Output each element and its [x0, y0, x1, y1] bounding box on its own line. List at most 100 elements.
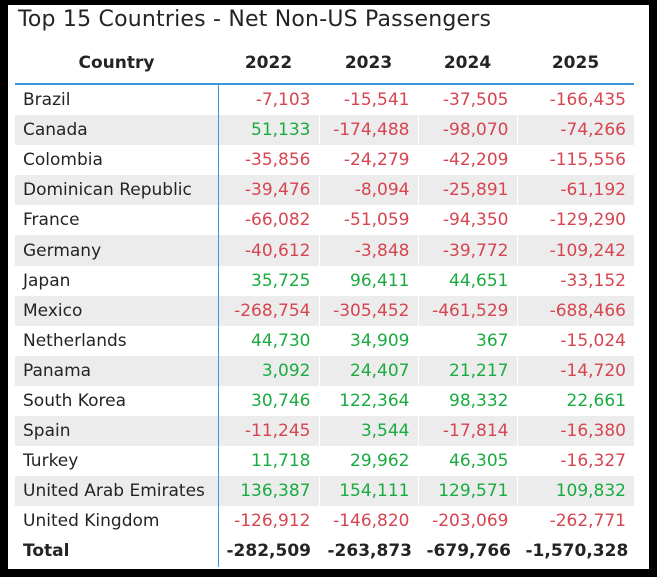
- value-cell: -24,279: [318, 145, 418, 176]
- country-cell: Canada: [15, 115, 219, 146]
- value-cell: 98,332: [417, 385, 517, 417]
- value-cell: -11,245: [218, 416, 319, 447]
- value-cell: -25,891: [417, 175, 517, 206]
- value-cell: 3,092: [218, 355, 319, 386]
- country-cell: Panama: [15, 355, 219, 386]
- column-header-2023[interactable]: 2023: [319, 42, 418, 85]
- total-row: Total -282,509 -263,873 -679,766 -1,570,328: [15, 536, 634, 567]
- value-cell: -126,912: [234, 511, 311, 532]
- country-cell: United Arab Emirates: [15, 476, 219, 507]
- matrix-table: Country 2022 2023 2024 2025 Brazil -7,103…: [15, 42, 634, 567]
- value-cell: 44,730: [251, 330, 311, 351]
- table-row: Brazil -7,103 -15,541 -37,505 -166,435: [15, 84, 634, 116]
- column-header-country[interactable]: Country: [15, 42, 218, 85]
- visual-title: Top 15 Countries - Net Non-US Passengers: [18, 7, 492, 32]
- value-cell: 136,387: [218, 476, 319, 507]
- value-cell: -262,771: [516, 506, 634, 537]
- total-value-cell: -1,570,328: [516, 536, 634, 567]
- table-row: Panama 3,092 24,407 21,217 -14,720: [15, 355, 634, 386]
- value-cell: -166,435: [516, 84, 634, 116]
- value-cell: -94,350: [417, 205, 517, 236]
- country-cell: Turkey: [15, 446, 219, 477]
- value-cell: 109,832: [516, 476, 634, 507]
- value-cell: -15,024: [516, 325, 634, 356]
- value-cell: 34,909: [318, 325, 418, 356]
- value-cell: -39,476: [218, 175, 319, 206]
- value-cell: 46,305: [417, 446, 517, 477]
- value-cell: -115,556: [516, 145, 634, 176]
- total-value-cell: -282,509: [218, 536, 319, 567]
- column-header-2025[interactable]: 2025: [517, 42, 634, 85]
- value-cell: -3,848: [318, 235, 418, 266]
- value-cell: 129,571: [417, 476, 517, 507]
- table-row: Germany -40,612 -3,848 -39,772 -109,242: [15, 235, 634, 266]
- value-cell: -42,209: [417, 145, 517, 176]
- table-row: Turkey 11,718 29,962 46,305 -16,327: [15, 446, 634, 477]
- table-row: Dominican Republic -39,476 -8,094 -25,891 -6…: [15, 175, 634, 206]
- value-cell: -37,505: [417, 84, 517, 116]
- column-header-2024[interactable]: 2024: [418, 42, 517, 85]
- value-cell: -688,466: [516, 295, 634, 326]
- country-cell: France: [15, 205, 219, 236]
- value-cell: 35,725: [251, 270, 311, 291]
- country-cell: Germany: [15, 235, 219, 266]
- value-cell: -7,103: [255, 90, 311, 111]
- value-cell: 44,651: [417, 265, 517, 296]
- table-row: South Korea 30,746 122,364 98,332 22,661: [15, 385, 634, 417]
- country-cell: South Korea: [15, 385, 219, 417]
- value-cell: -51,059: [318, 205, 418, 236]
- value-cell: -15,541: [318, 84, 418, 116]
- value-cell: -174,488: [318, 115, 418, 146]
- country-cell: Brazil: [15, 84, 219, 116]
- value-cell: -39,772: [417, 235, 517, 266]
- country-cell: Netherlands: [15, 325, 219, 356]
- total-value-cell: -263,873: [318, 536, 418, 567]
- value-cell: -66,082: [244, 210, 311, 231]
- table-row: Colombia -35,856 -24,279 -42,209 -115,556: [15, 145, 634, 176]
- header-row: Country 2022 2023 2024 2025: [15, 42, 634, 85]
- value-cell: 51,133: [218, 115, 319, 146]
- value-cell: 96,411: [318, 265, 418, 296]
- value-cell: 11,718: [251, 451, 311, 472]
- value-cell: -109,242: [516, 235, 634, 266]
- column-header-2022[interactable]: 2022: [218, 42, 319, 85]
- value-cell: -17,814: [417, 416, 517, 447]
- value-cell: 3,544: [318, 416, 418, 447]
- value-cell: -35,856: [244, 150, 311, 171]
- value-cell: -203,069: [417, 506, 517, 537]
- table-row: Canada 51,133 -174,488 -98,070 -74,266: [15, 115, 634, 146]
- table-visual: Top 15 Countries - Net Non-US Passengers…: [8, 5, 649, 569]
- value-cell: -129,290: [516, 205, 634, 236]
- value-cell: -98,070: [417, 115, 517, 146]
- value-cell: -16,327: [516, 446, 634, 477]
- value-cell: -16,380: [516, 416, 634, 447]
- table-row: United Arab Emirates 136,387 154,111 129,57…: [15, 476, 634, 507]
- total-value-cell: -679,766: [417, 536, 517, 567]
- value-cell: 122,364: [318, 385, 418, 417]
- value-cell: -461,529: [417, 295, 517, 326]
- value-cell: 29,962: [318, 446, 418, 477]
- table-row: United Kingdom -126,912 -146,820 -203,069 -2…: [15, 506, 634, 537]
- value-cell: -61,192: [516, 175, 634, 206]
- country-cell: Colombia: [15, 145, 219, 176]
- value-cell: 30,746: [251, 390, 311, 411]
- value-cell: -74,266: [516, 115, 634, 146]
- value-cell: -14,720: [516, 355, 634, 386]
- total-label: Total: [15, 536, 219, 567]
- table-row: France -66,082 -51,059 -94,350 -129,290: [15, 205, 634, 236]
- value-cell: 24,407: [318, 355, 418, 386]
- value-cell: 367: [417, 325, 517, 356]
- table-row: Netherlands 44,730 34,909 367 -15,024: [15, 325, 634, 356]
- value-cell: -146,820: [318, 506, 418, 537]
- country-cell: United Kingdom: [15, 506, 219, 537]
- value-cell: 22,661: [516, 385, 634, 417]
- country-cell: Japan: [15, 265, 219, 296]
- value-cell: -40,612: [218, 235, 319, 266]
- value-cell: -33,152: [516, 265, 634, 296]
- table-row: Japan 35,725 96,411 44,651 -33,152: [15, 265, 634, 296]
- value-cell: -305,452: [318, 295, 418, 326]
- value-cell: -8,094: [318, 175, 418, 206]
- value-cell: 21,217: [417, 355, 517, 386]
- country-cell: Spain: [15, 416, 219, 447]
- value-cell: -268,754: [218, 295, 319, 326]
